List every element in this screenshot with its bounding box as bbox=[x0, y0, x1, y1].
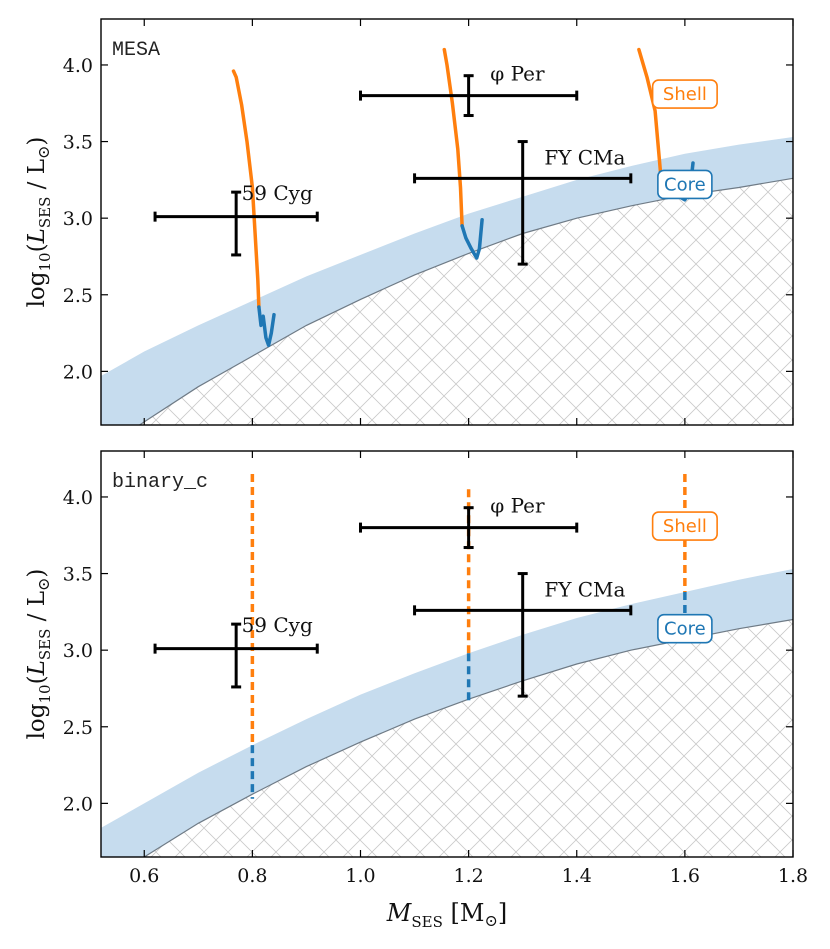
zone-label-core: Core bbox=[664, 619, 706, 640]
core-band bbox=[101, 137, 793, 425]
x-tick-label: 0.6 bbox=[129, 865, 159, 887]
y-tick-label: 2.0 bbox=[63, 361, 93, 383]
y-tick-label: 2.5 bbox=[63, 285, 93, 307]
zone-label-shell: Shell bbox=[663, 516, 707, 537]
x-tick-label: 1.8 bbox=[778, 865, 808, 887]
zone-box-core bbox=[657, 613, 713, 644]
track-1-shell bbox=[442, 47, 464, 228]
y-tick-label: 4.0 bbox=[63, 487, 93, 509]
y-tick-label: 2.5 bbox=[63, 717, 93, 739]
x-tick-label: 0.8 bbox=[237, 865, 267, 887]
x-tick-label: 1.6 bbox=[670, 865, 700, 887]
errorbar-0 bbox=[153, 190, 319, 257]
plot-area bbox=[101, 47, 793, 425]
y-tick-label: 3.0 bbox=[63, 640, 93, 662]
axes-frame bbox=[100, 18, 794, 426]
star-label-1: φ Per bbox=[490, 493, 545, 517]
star-label-1: φ Per bbox=[490, 61, 545, 85]
errorbar-0 bbox=[153, 622, 319, 689]
y-tick-label: 2.0 bbox=[63, 793, 93, 815]
zone-box-shell bbox=[651, 79, 718, 109]
y-tick-label: 3.0 bbox=[63, 208, 93, 230]
y-tick-label: 4.0 bbox=[63, 55, 93, 77]
x-axis-label: MSES [M⊙] bbox=[386, 899, 507, 931]
x-tick-label: 1.0 bbox=[345, 865, 375, 887]
y-axis-label: log10(LSES / L⊙) bbox=[24, 137, 54, 308]
mesa-panel: 59 Cyg φ Per FY CMa Core Shell MESA 2.0 2.5 3.0 3… bbox=[24, 18, 794, 426]
y-axis-label: log10(LSES / L⊙) bbox=[24, 569, 54, 740]
zone-label-shell: Shell bbox=[663, 84, 707, 105]
star-label-2: FY CMa bbox=[544, 578, 625, 602]
star-label-0: 59 Cyg bbox=[242, 613, 313, 637]
track-2-shell bbox=[637, 47, 663, 174]
zone-box-core bbox=[657, 169, 713, 200]
track-0-core bbox=[257, 305, 276, 348]
axes-frame bbox=[100, 450, 794, 858]
star-label-0: 59 Cyg bbox=[242, 181, 313, 205]
forbidden-region bbox=[144, 619, 793, 857]
zone-box-shell bbox=[651, 511, 718, 541]
track-0-shell bbox=[231, 69, 261, 309]
errorbar-2 bbox=[413, 140, 633, 266]
panel-label: MESA bbox=[112, 39, 160, 62]
y-tick-label: 3.5 bbox=[63, 564, 93, 586]
forbidden-region bbox=[139, 178, 793, 425]
x-tick-label: 1.4 bbox=[562, 865, 592, 887]
core-band bbox=[101, 569, 793, 857]
errorbar-1 bbox=[359, 74, 579, 118]
panel-label: binary_c bbox=[112, 471, 208, 494]
x-tick-label: 1.2 bbox=[454, 865, 484, 887]
binary-c-panel: 59 Cyg φ Per FY CMa Core Shell binary_c 0.6 0.8… bbox=[24, 450, 808, 931]
y-tick-label: 3.5 bbox=[63, 132, 93, 154]
star-label-2: FY CMa bbox=[544, 146, 625, 170]
errorbar-1 bbox=[359, 506, 579, 550]
track-1-core bbox=[460, 217, 484, 260]
errorbar-2 bbox=[413, 572, 633, 698]
zone-label-core: Core bbox=[664, 174, 706, 195]
